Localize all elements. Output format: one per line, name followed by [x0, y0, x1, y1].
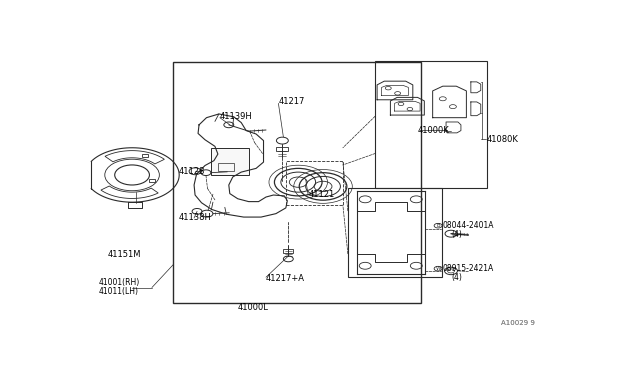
Text: 41000L: 41000L: [237, 303, 269, 312]
Text: A10029 9: A10029 9: [500, 320, 534, 326]
Text: 41011(LH): 41011(LH): [99, 287, 139, 296]
Bar: [286, 161, 343, 205]
Bar: [142, 154, 148, 157]
Text: A10029 9: A10029 9: [500, 320, 534, 326]
Bar: [276, 147, 288, 151]
Text: 41001(RH): 41001(RH): [99, 279, 140, 288]
Text: 08044-2401A: 08044-2401A: [442, 221, 493, 230]
Bar: [375, 61, 487, 189]
Text: 41121: 41121: [308, 190, 335, 199]
Text: 41139H: 41139H: [220, 112, 253, 121]
Text: 41217: 41217: [278, 97, 305, 106]
Text: W: W: [435, 266, 441, 271]
Text: 41151M: 41151M: [108, 250, 141, 259]
Bar: [284, 249, 293, 253]
Text: B: B: [436, 223, 440, 228]
Text: 41080K: 41080K: [486, 135, 518, 144]
Text: 41000K: 41000K: [417, 126, 449, 135]
Text: 41138H: 41138H: [178, 214, 211, 222]
Bar: [173, 62, 421, 303]
Text: 08915-2421A: 08915-2421A: [442, 264, 493, 273]
Bar: [150, 179, 156, 182]
Bar: [211, 148, 248, 175]
Text: (4): (4): [451, 273, 462, 282]
Bar: [218, 163, 234, 171]
Text: (4): (4): [451, 230, 462, 239]
Text: 41128: 41128: [178, 167, 205, 176]
Text: 41217+A: 41217+A: [266, 273, 305, 283]
Bar: [348, 189, 442, 277]
